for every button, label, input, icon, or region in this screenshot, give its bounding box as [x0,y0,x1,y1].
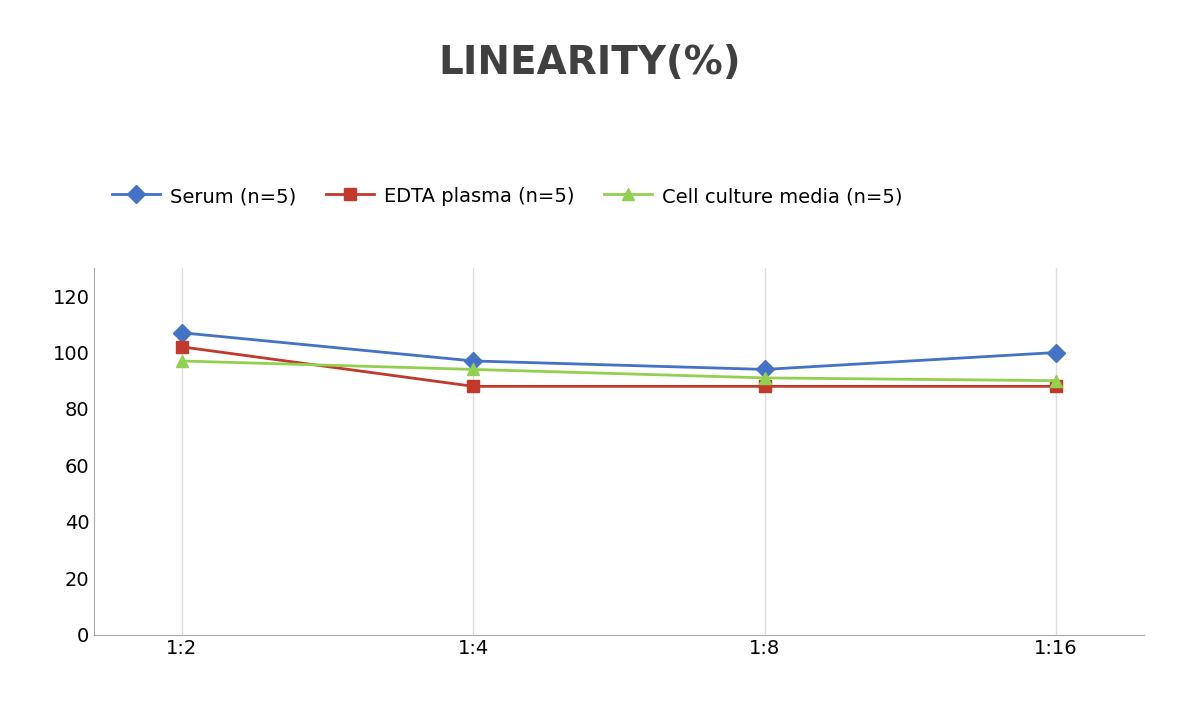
Cell culture media (n=5) [758,374,772,382]
Cell culture media (n=5) [174,357,189,365]
Serum (n=5) [174,329,189,337]
Serum (n=5) [758,365,772,374]
Legend: Serum (n=5), EDTA plasma (n=5), Cell culture media (n=5): Serum (n=5), EDTA plasma (n=5), Cell cul… [104,179,910,214]
Cell culture media (n=5) [466,365,480,374]
EDTA plasma (n=5) [1049,382,1063,391]
Line: EDTA plasma (n=5): EDTA plasma (n=5) [176,341,1062,393]
Text: LINEARITY(%): LINEARITY(%) [439,44,740,82]
Serum (n=5) [1049,348,1063,357]
Line: Serum (n=5): Serum (n=5) [176,326,1062,376]
EDTA plasma (n=5) [466,382,480,391]
Serum (n=5) [466,357,480,365]
EDTA plasma (n=5) [758,382,772,391]
Line: Cell culture media (n=5): Cell culture media (n=5) [176,355,1062,387]
EDTA plasma (n=5) [174,343,189,351]
Cell culture media (n=5) [1049,376,1063,385]
